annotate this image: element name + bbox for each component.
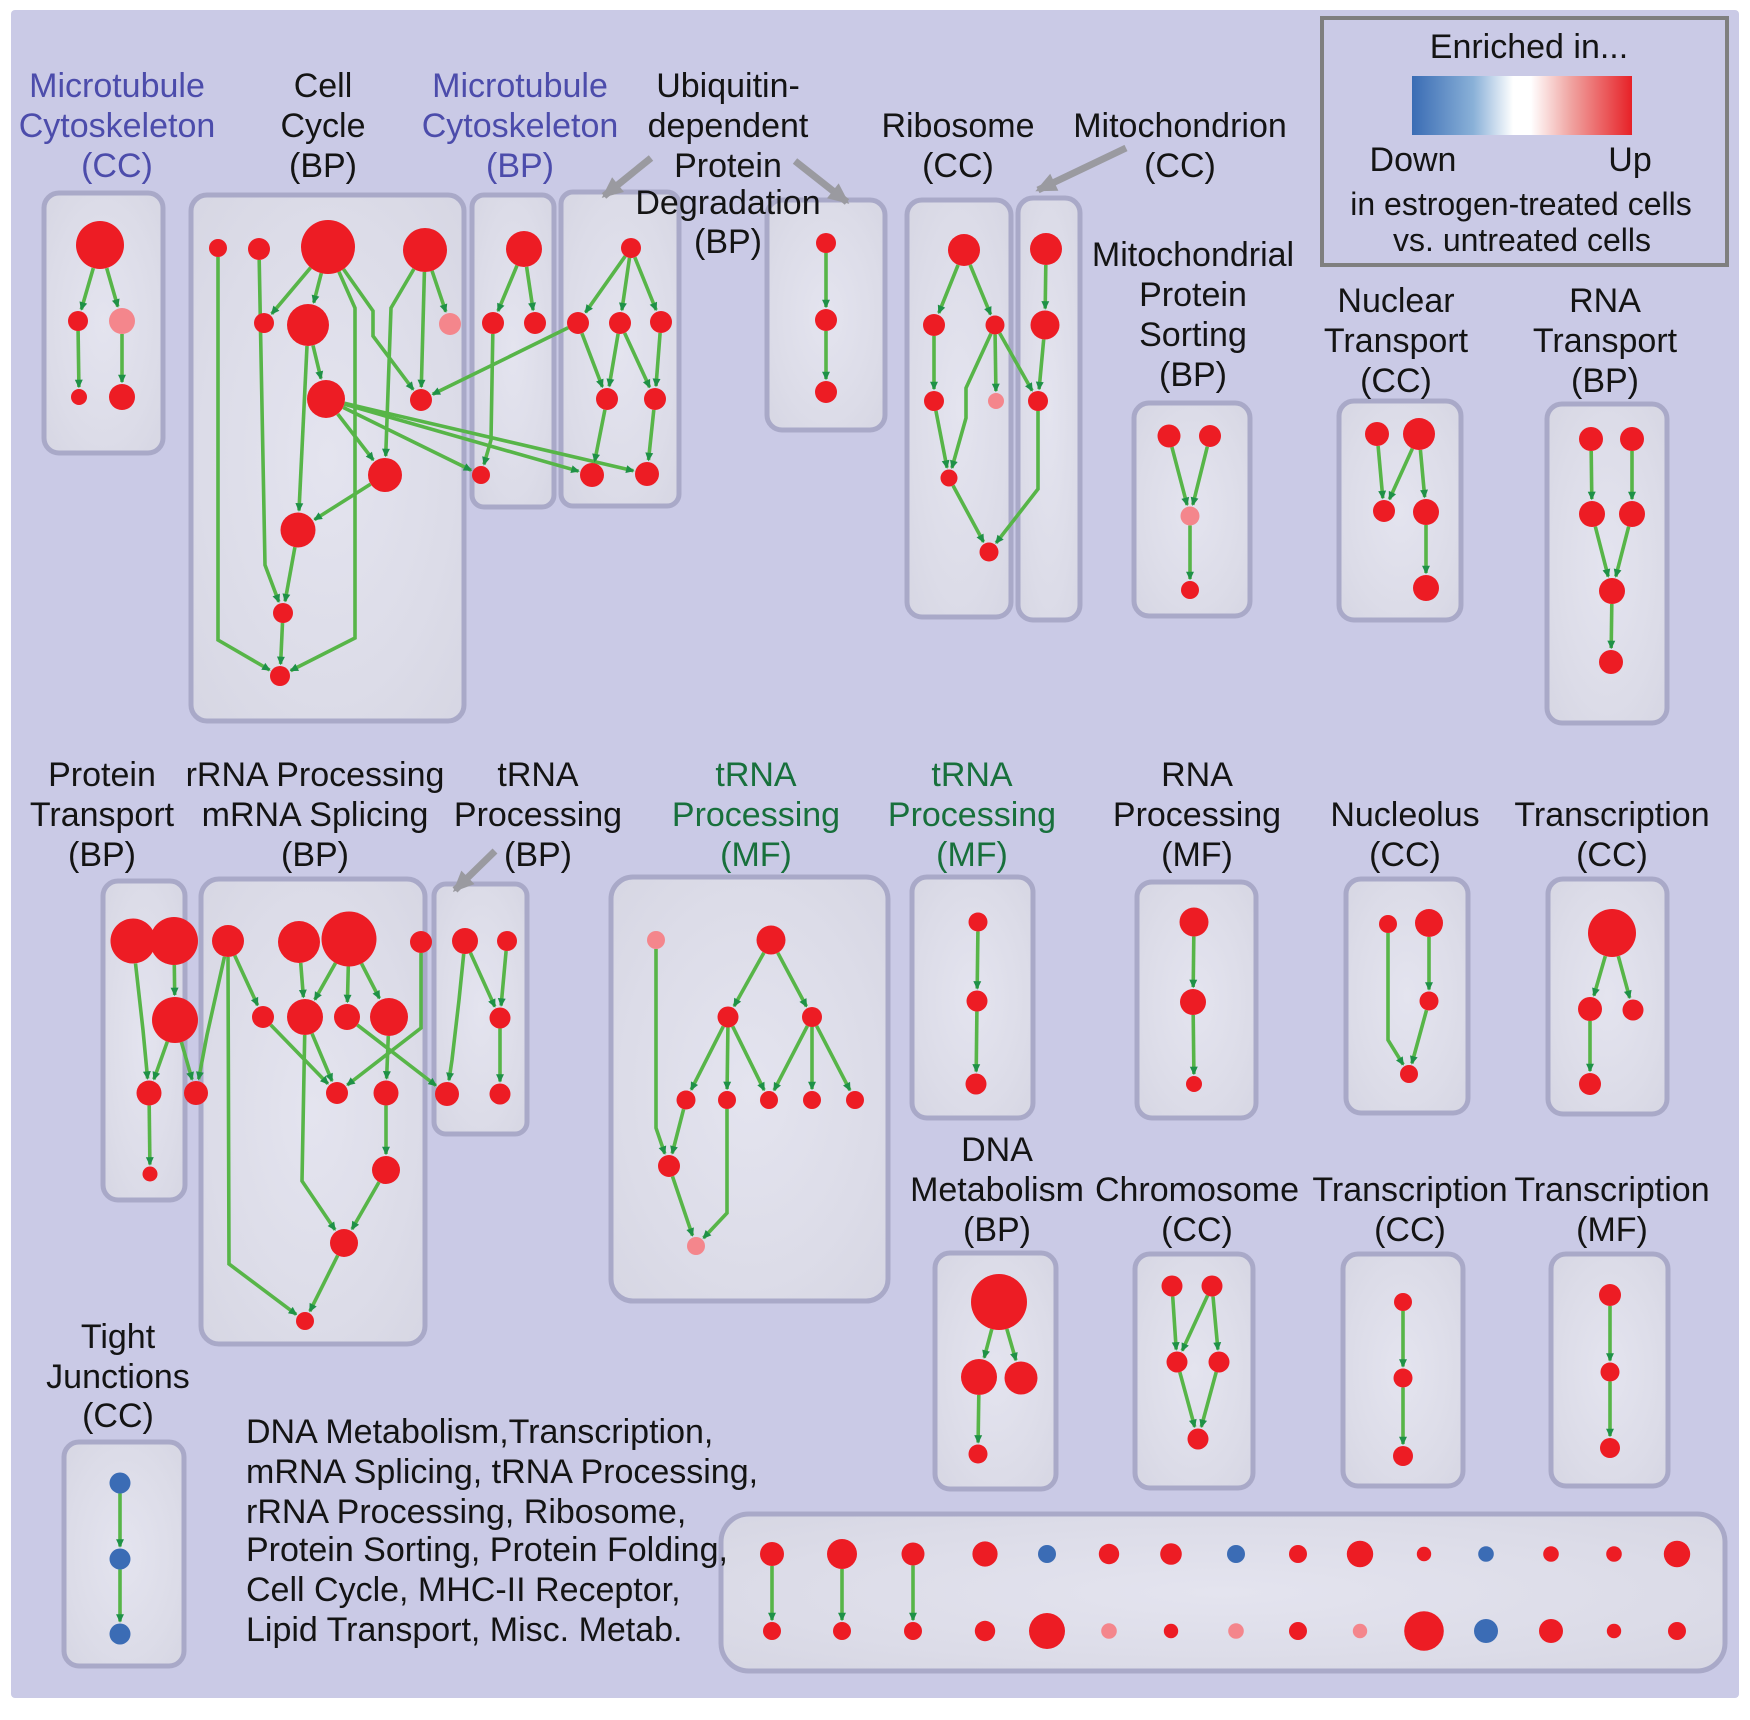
svg-text:Transcription: Transcription [1514,796,1709,834]
svg-text:Processing: Processing [888,796,1056,834]
svg-text:Degradation: Degradation [635,184,820,222]
svg-text:Transcription: Transcription [1514,1171,1709,1209]
svg-text:Lipid Transport, Misc. Metab.: Lipid Transport, Misc. Metab. [246,1611,683,1649]
svg-text:Up: Up [1608,141,1651,179]
svg-text:vs. untreated cells: vs. untreated cells [1393,222,1651,258]
svg-text:tRNA: tRNA [931,756,1013,794]
svg-text:(CC): (CC) [1360,362,1432,400]
svg-text:Cell: Cell [294,67,353,105]
svg-text:Mitochondrial: Mitochondrial [1092,236,1294,274]
svg-text:Nucleolus: Nucleolus [1330,796,1479,834]
svg-text:(BP): (BP) [694,223,762,261]
svg-text:Enriched in...: Enriched in... [1430,28,1628,66]
svg-text:Cell Cycle, MHC-II Receptor,: Cell Cycle, MHC-II Receptor, [246,1571,681,1609]
svg-text:DNA Metabolism,Transcription,: DNA Metabolism,Transcription, [246,1413,713,1451]
svg-text:rRNA Processing: rRNA Processing [186,756,445,794]
svg-text:Ribosome: Ribosome [881,107,1034,145]
svg-text:Metabolism: Metabolism [910,1171,1084,1209]
svg-text:(MF): (MF) [1576,1211,1648,1249]
svg-text:(BP): (BP) [68,836,136,874]
svg-text:(MF): (MF) [936,836,1008,874]
svg-text:Processing: Processing [454,796,622,834]
svg-text:Down: Down [1370,141,1457,179]
svg-text:(CC): (CC) [1369,836,1441,874]
svg-text:mRNA Splicing: mRNA Splicing [202,796,429,834]
svg-text:Cytoskeleton: Cytoskeleton [19,107,216,145]
svg-text:(CC): (CC) [1144,147,1216,185]
svg-text:Ubiquitin-: Ubiquitin- [656,67,800,105]
svg-text:Transcription: Transcription [1312,1171,1507,1209]
svg-text:tRNA: tRNA [497,756,579,794]
svg-text:(CC): (CC) [1374,1211,1446,1249]
svg-text:(BP): (BP) [963,1211,1031,1249]
svg-text:RNA: RNA [1569,282,1641,320]
svg-text:Transport: Transport [1324,322,1469,360]
svg-text:Sorting: Sorting [1139,316,1247,354]
svg-text:Tight: Tight [81,1318,156,1356]
svg-text:(BP): (BP) [281,836,349,874]
svg-text:dependent: dependent [648,107,809,145]
svg-text:Protein Sorting, Protein Foldi: Protein Sorting, Protein Folding, [246,1531,728,1569]
svg-text:(CC): (CC) [1576,836,1648,874]
svg-text:Mitochondrion: Mitochondrion [1073,107,1287,145]
svg-text:Microtubule: Microtubule [432,67,608,105]
svg-text:tRNA: tRNA [715,756,797,794]
svg-text:(MF): (MF) [720,836,792,874]
svg-text:(BP): (BP) [1159,356,1227,394]
svg-text:Nuclear: Nuclear [1337,282,1454,320]
svg-text:Cytoskeleton: Cytoskeleton [422,107,619,145]
svg-text:mRNA Splicing, tRNA Processing: mRNA Splicing, tRNA Processing, [246,1453,758,1491]
svg-text:Protein: Protein [48,756,156,794]
svg-text:(BP): (BP) [486,147,554,185]
svg-text:RNA: RNA [1161,756,1233,794]
svg-text:(BP): (BP) [289,147,357,185]
svg-text:Protein: Protein [1139,276,1247,314]
svg-text:DNA: DNA [961,1131,1033,1169]
svg-text:rRNA Processing, Ribosome,: rRNA Processing, Ribosome, [246,1493,686,1531]
svg-text:(MF): (MF) [1161,836,1233,874]
svg-text:Processing: Processing [672,796,840,834]
svg-text:Processing: Processing [1113,796,1281,834]
svg-text:(CC): (CC) [1161,1211,1233,1249]
svg-text:(CC): (CC) [922,147,994,185]
svg-text:Cycle: Cycle [280,107,365,145]
svg-text:(BP): (BP) [1571,362,1639,400]
svg-text:Transport: Transport [1533,322,1678,360]
svg-text:(CC): (CC) [81,147,153,185]
svg-text:(BP): (BP) [504,836,572,874]
svg-text:(CC): (CC) [82,1397,154,1435]
svg-text:Microtubule: Microtubule [29,67,205,105]
svg-text:Chromosome: Chromosome [1095,1171,1299,1209]
svg-text:Protein: Protein [674,147,782,185]
svg-text:Junctions: Junctions [46,1358,190,1396]
svg-text:Transport: Transport [30,796,175,834]
svg-text:in estrogen-treated cells: in estrogen-treated cells [1350,186,1692,222]
